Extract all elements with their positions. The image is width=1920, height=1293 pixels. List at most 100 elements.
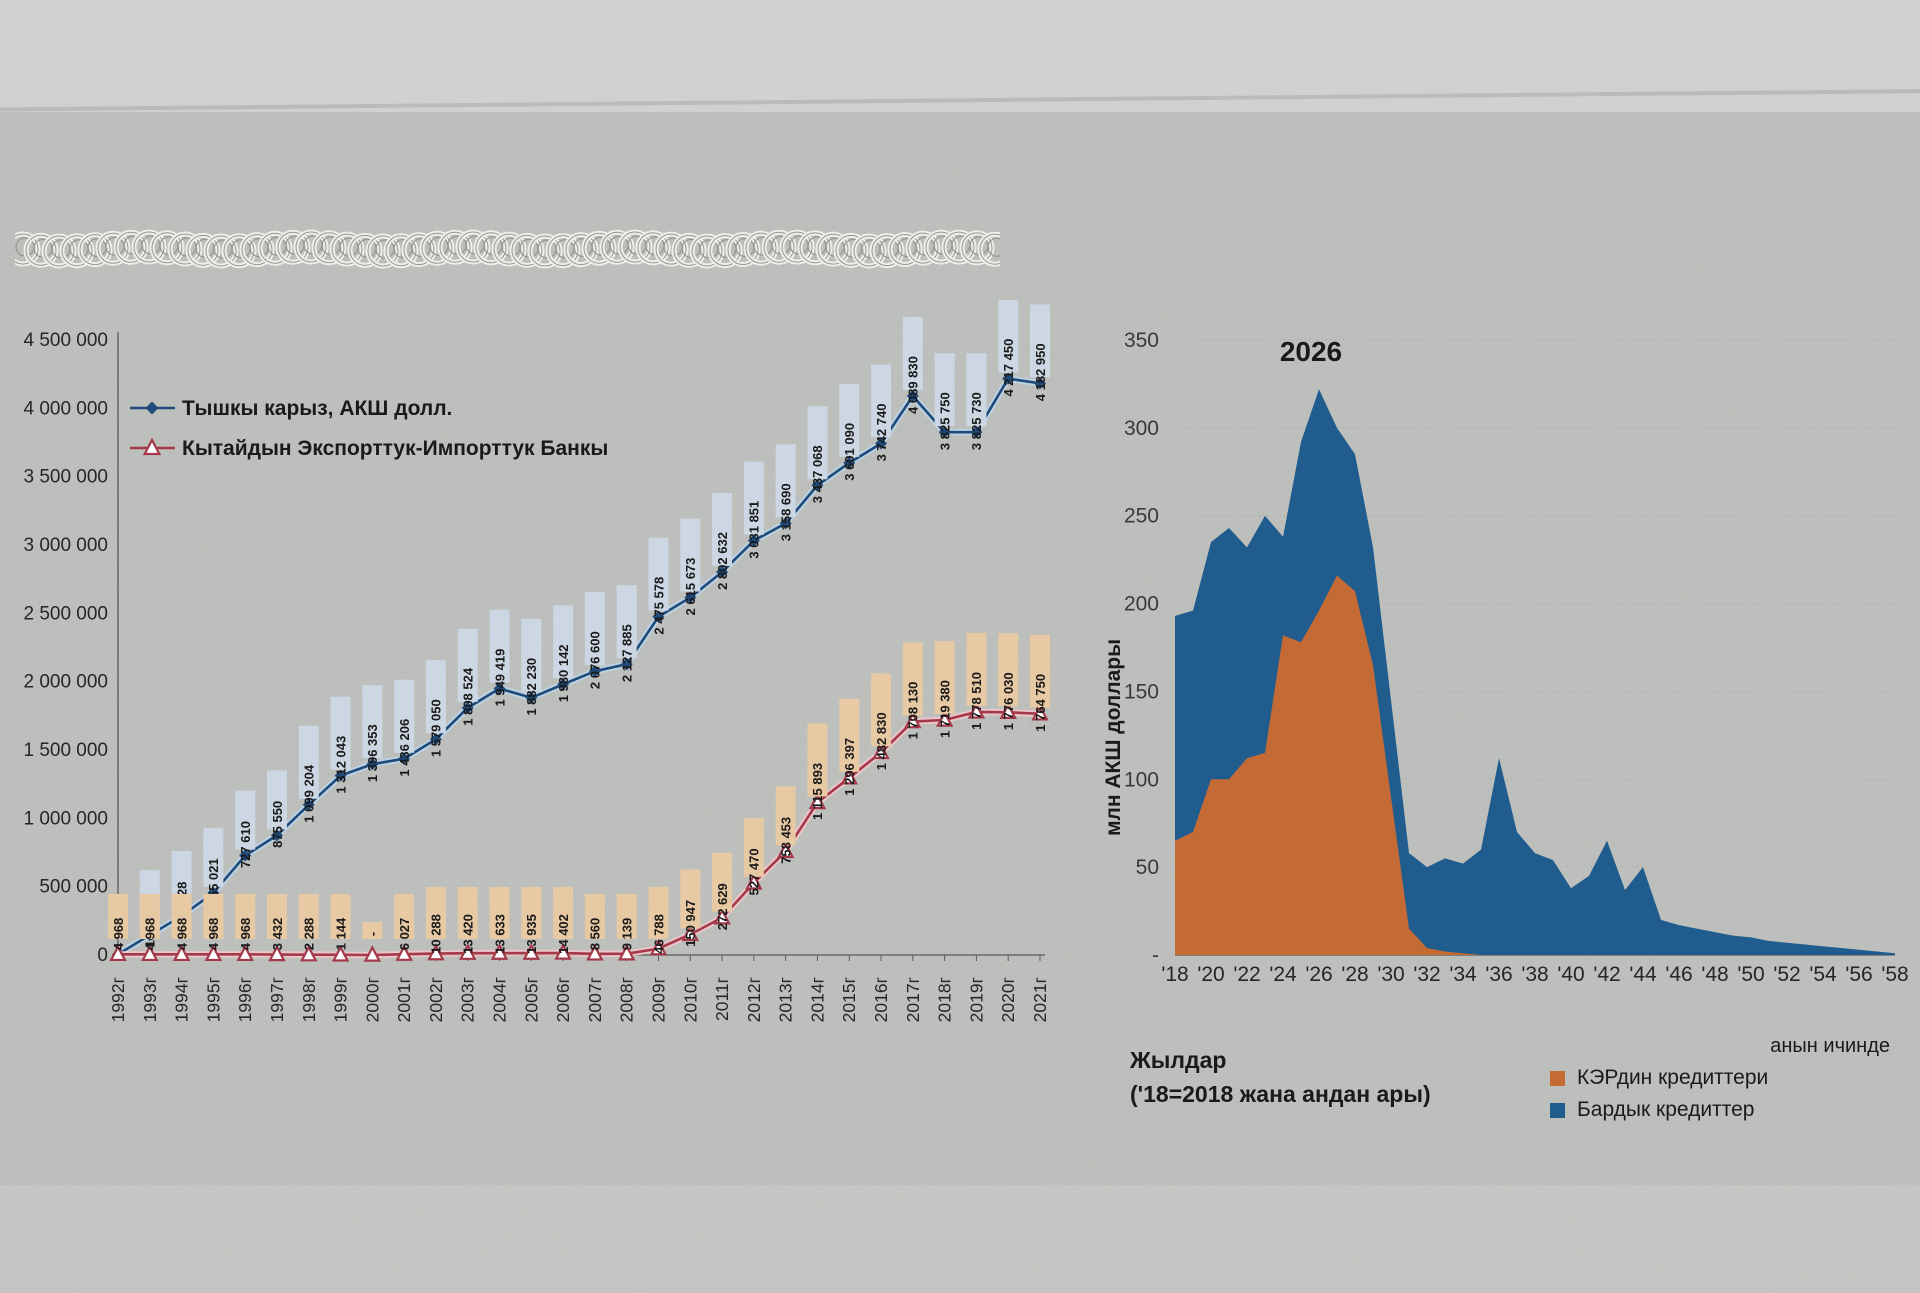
svg-text:'34: '34 [1449,963,1477,986]
svg-text:0: 0 [97,945,108,966]
svg-text:1994г: 1994г [172,977,192,1022]
svg-text:Кытайдын Экспорттук-Импорттук: Кытайдын Экспорттук-Импорттук Банкы [182,437,608,460]
svg-text:2012г: 2012г [744,977,764,1022]
svg-text:2008г: 2008г [617,977,637,1022]
svg-text:13 420: 13 420 [461,914,476,954]
svg-text:2001г: 2001г [394,977,414,1022]
svg-text:2014г: 2014г [807,977,827,1022]
svg-text:13 935: 13 935 [524,914,539,954]
svg-text:2 076 600: 2 076 600 [588,631,603,689]
svg-text:'48: '48 [1701,963,1728,986]
svg-text:'30: '30 [1377,963,1404,986]
svg-text:1 882 230: 1 882 230 [524,658,539,716]
svg-text:875 550: 875 550 [270,801,285,848]
svg-text:300: 300 [1124,417,1159,440]
svg-text:1 776 030: 1 776 030 [1001,672,1016,730]
svg-text:200: 200 [1124,593,1159,616]
svg-text:2016г: 2016г [871,977,891,1022]
svg-text:14 402: 14 402 [556,914,571,954]
svg-text:2 127 885: 2 127 885 [619,624,634,682]
svg-text:3 825 750: 3 825 750 [937,392,952,450]
svg-text:2 475 578: 2 475 578 [651,577,666,635]
svg-text:1 482 830: 1 482 830 [874,712,889,770]
svg-text:2015г: 2015г [839,977,859,1022]
svg-text:1 708 130: 1 708 130 [906,682,921,740]
svg-text:46 788: 46 788 [651,914,666,954]
svg-text:2010г: 2010г [680,977,700,1022]
svg-text:3 825 730: 3 825 730 [969,392,984,450]
svg-text:2026: 2026 [1280,336,1342,367]
svg-text:100: 100 [1124,768,1159,791]
svg-text:'58: '58 [1881,963,1908,986]
svg-text:2 288: 2 288 [302,918,317,951]
svg-text:150 947: 150 947 [683,900,698,947]
svg-text:'28: '28 [1341,963,1368,986]
svg-text:3 000 000: 3 000 000 [23,535,108,556]
svg-text:8 560: 8 560 [588,918,603,951]
svg-text:10 288: 10 288 [429,914,444,954]
svg-text:2 615 673: 2 615 673 [683,558,698,616]
svg-text:527 470: 527 470 [747,848,762,895]
svg-text:4 968: 4 968 [111,918,126,951]
svg-text:'38: '38 [1521,963,1548,986]
svg-text:4 500 000: 4 500 000 [23,330,108,351]
svg-text:'42: '42 [1593,963,1620,986]
svg-text:272 629: 272 629 [715,883,730,930]
svg-text:3 601 090: 3 601 090 [842,423,857,481]
svg-text:'26: '26 [1305,963,1332,986]
svg-text:1 099 204: 1 099 204 [302,764,317,823]
svg-text:1 312 043: 1 312 043 [333,736,348,794]
svg-text:50: 50 [1136,856,1159,879]
svg-text:1 764 750: 1 764 750 [1033,674,1048,732]
svg-text:2004г: 2004г [490,977,510,1022]
svg-text:3 031 851: 3 031 851 [747,501,762,559]
svg-text:Тышкы карыз, АКШ долл.: Тышкы карыз, АКШ долл. [182,397,452,420]
svg-text:2 802 632: 2 802 632 [715,532,730,590]
svg-text:500 000: 500 000 [39,877,108,898]
svg-text:2009г: 2009г [648,977,668,1022]
svg-text:3 158 690: 3 158 690 [778,483,793,541]
svg-text:2002г: 2002г [426,977,446,1022]
svg-text:2000г: 2000г [362,977,382,1022]
svg-text:13 633: 13 633 [492,914,507,954]
svg-text:1 808 524: 1 808 524 [461,667,476,726]
svg-text:'46: '46 [1665,963,1692,986]
svg-text:1 436 206: 1 436 206 [397,719,412,777]
svg-text:'20: '20 [1197,963,1224,986]
svg-text:1 296 397: 1 296 397 [842,738,857,796]
svg-text:9 139: 9 139 [619,918,634,951]
svg-text:1 396 353: 1 396 353 [365,724,380,782]
svg-text:'56: '56 [1845,963,1872,986]
svg-text:2017г: 2017г [903,977,923,1022]
svg-text:1 144: 1 144 [333,917,348,950]
svg-text:1 980 142: 1 980 142 [556,644,571,702]
svg-text:727 610: 727 610 [238,821,253,868]
svg-text:2005г: 2005г [521,977,541,1022]
svg-text:2011г: 2011г [712,977,732,1021]
svg-text:1996г: 1996г [235,977,255,1022]
svg-text:'54: '54 [1809,963,1837,986]
svg-text:'40: '40 [1557,963,1584,986]
svg-text:млн АКШ доллары: млн АКШ доллары [1102,639,1125,836]
svg-text:'32: '32 [1413,963,1440,986]
svg-text:-: - [1152,944,1159,967]
svg-text:-: - [365,932,380,936]
svg-text:4 182 950: 4 182 950 [1033,343,1048,401]
svg-text:4 968: 4 968 [174,918,189,951]
svg-text:'44: '44 [1629,963,1657,986]
svg-text:1997г: 1997г [267,977,287,1022]
svg-text:1 500 000: 1 500 000 [23,740,108,761]
svg-text:1 579 050: 1 579 050 [429,699,444,757]
svg-text:4 089 830: 4 089 830 [906,356,921,414]
svg-text:2021г: 2021г [1030,977,1050,1022]
svg-text:1 000 000: 1 000 000 [23,808,108,829]
svg-text:1 949 419: 1 949 419 [492,649,507,707]
svg-text:350: 350 [1124,329,1159,352]
svg-text:1999г: 1999г [331,977,351,1022]
svg-text:3 500 000: 3 500 000 [23,467,108,488]
svg-text:3 742 740: 3 742 740 [874,404,889,462]
svg-text:6 027: 6 027 [397,918,412,951]
svg-text:150: 150 [1124,680,1159,703]
svg-text:'52: '52 [1773,963,1800,986]
svg-text:'18: '18 [1161,963,1188,986]
